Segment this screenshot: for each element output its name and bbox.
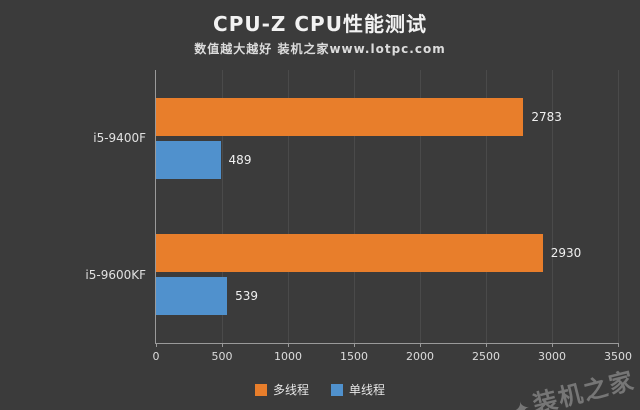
legend: 多线程 单线程 [0,381,640,398]
x-tick-label: 1000 [274,350,302,363]
x-tick-mark [552,343,553,347]
chart-subtitle: 数值越大越好 装机之家www.lotpc.com [194,42,446,56]
bar-row: 539 [156,277,618,316]
x-tick-mark [486,343,487,347]
x-tick-mark [354,343,355,347]
value-label: 2783 [531,109,562,124]
bar-group: i5-9600KF 2930 539 [85,234,618,316]
bar-多线程 [156,234,543,273]
legend-label: 单线程 [349,383,386,397]
bar-单线程 [156,277,228,316]
bar-group: i5-9400F 2783 489 [93,97,618,179]
bar-row: 2783 [156,97,618,136]
x-tick-label: 500 [211,350,233,363]
legend-swatch-icon [254,383,267,396]
x-tick-label: 3000 [538,350,566,363]
gridline [420,70,421,343]
x-tick-label: 0 [152,350,160,363]
x-tick-label: 2000 [406,350,434,363]
gridline [288,70,289,343]
x-tick-label: 2500 [472,350,500,363]
value-label: 2930 [550,246,582,261]
bar-row: 489 [156,140,618,179]
plot-wrapper: 0 500 1000 1500 2000 2500 3000 3500 i5-9400F 2783… [85,70,632,363]
chart-title: CPU-Z CPU性能测试 [213,12,427,36]
value-label: 539 [235,289,259,304]
category-label: i5-9600KF [85,267,146,282]
x-tick-mark [156,343,157,347]
gridline [486,70,487,343]
category-label: i5-9400F [93,131,146,146]
legend-item: 多线程 [254,381,309,398]
plot-area: 0 500 1000 1500 2000 2500 3000 3500 i5-9400F 2783… [85,70,632,363]
x-tick-mark [618,343,619,347]
bar-row: 2930 [156,234,618,273]
gridline [354,70,355,343]
bar-groups: i5-9400F 2783 489 i5-9600KF 2930 539 [85,70,618,343]
value-label: 489 [228,152,252,167]
x-tick-mark [420,343,421,347]
bar-单线程 [156,140,221,179]
x-tick-mark [288,343,289,347]
gridline [618,70,619,343]
x-tick-label: 3500 [604,350,632,363]
x-tick-mark [222,343,223,347]
x-tick-label: 1500 [340,350,368,363]
legend-swatch-icon [331,383,343,396]
legend-label: 多线程 [272,383,309,397]
gridline [222,70,223,343]
legend-item: 单线程 [331,381,385,398]
bar-多线程 [156,97,524,136]
gridline [552,70,553,343]
